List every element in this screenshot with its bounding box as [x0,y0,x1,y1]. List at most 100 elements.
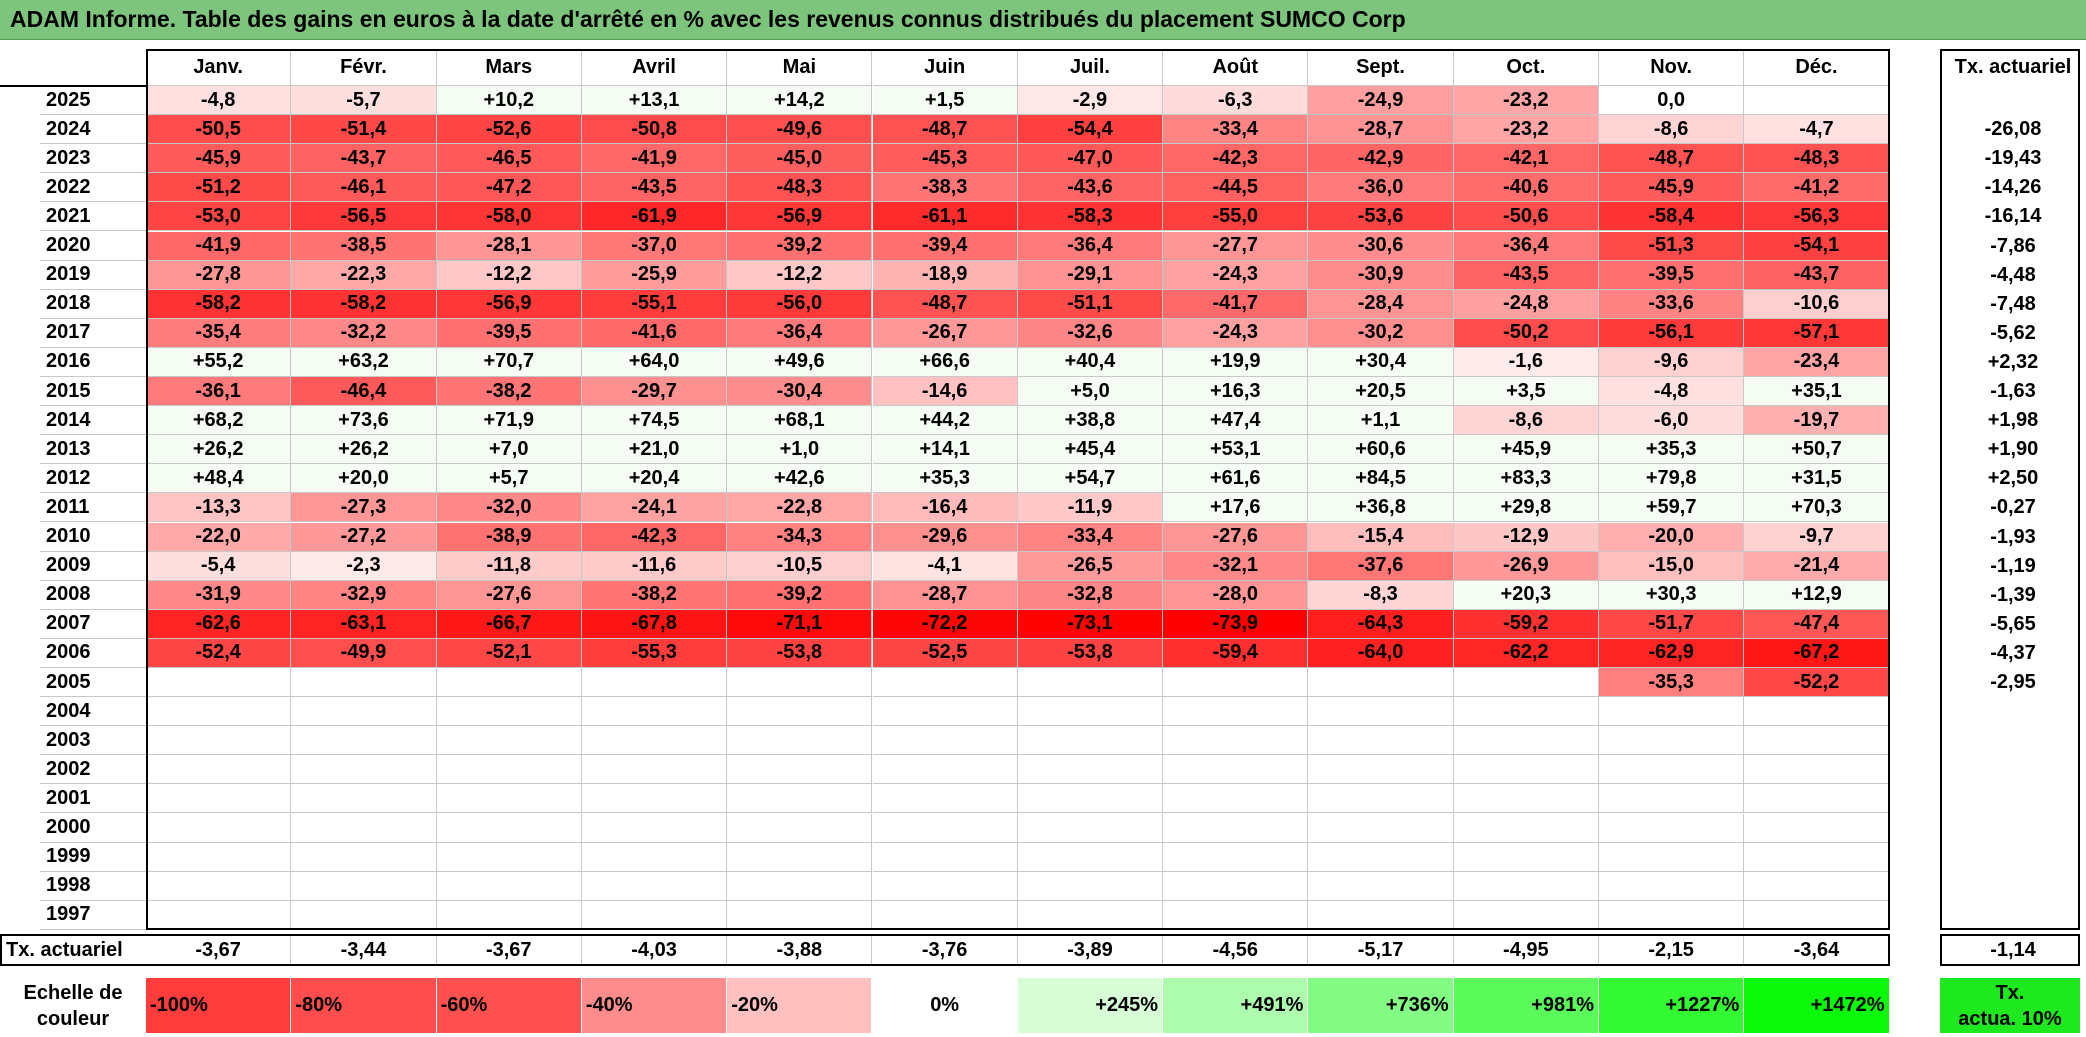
footer-value: -3,88 [727,934,873,966]
table-cell [1017,726,1164,756]
table-cell: -36,4 [1017,231,1164,261]
table-cell [436,697,582,727]
row-year: 2021 [40,202,146,232]
row-actuariel: -7,48 [1990,292,2036,315]
row-year: 1998 [40,872,146,901]
table-cell [872,784,1018,814]
table-cell: -66,7 [436,609,582,639]
table-cell [1599,813,1745,843]
row-year: 2008 [40,581,146,610]
table-cell [291,697,437,727]
table-cell: -56,9 [727,202,873,232]
color-scale-actuariel-line2: actua. 10% [1958,1007,2062,1030]
table-cell: -2,3 [291,551,437,581]
month-header: Nov. [1599,49,1745,86]
table-cell: -27,6 [1163,522,1309,552]
table-cell: -42,3 [1163,144,1309,174]
table-cell: +63,2 [291,347,437,377]
table-cell [1453,697,1599,727]
table-cell: -4,8 [146,86,292,116]
table-cell: -6,3 [1163,86,1309,116]
color-scale-swatch: -80% [291,978,437,1033]
table-cell [1163,813,1309,843]
table-cell: -5,7 [291,86,437,116]
table-cell: -38,2 [581,580,728,610]
table-cell [1017,813,1164,843]
table-cell: -47,0 [1017,144,1164,174]
row-year: 2004 [40,697,146,727]
table-cell: -64,3 [1308,609,1454,639]
table-cell [1599,697,1745,727]
table-cell: -32,0 [436,493,582,523]
table-cell [1599,871,1745,901]
month-header: Déc. [1744,49,1890,86]
table-cell: -37,6 [1308,551,1454,581]
table-cell: -54,4 [1017,115,1164,145]
actuariel-header: Tx. actuariel [1954,56,2072,78]
table-cell: -22,3 [291,260,437,290]
table-cell: -28,7 [872,580,1018,610]
color-scale-swatch: +1227% [1599,978,1745,1033]
table-cell: +60,6 [1308,435,1454,465]
table-cell: +1,0 [727,435,873,465]
row-actuariel: -5,62 [1990,321,2036,344]
table-cell [872,726,1018,756]
table-cell: +14,2 [727,86,873,116]
table-cell: +40,4 [1017,347,1164,377]
table-cell [1453,755,1599,785]
table-cell: -32,2 [291,318,437,348]
table-cell: -46,1 [291,173,437,203]
month-header: Mars [436,49,582,86]
table-cell: +66,6 [872,347,1018,377]
footer-value: -3,89 [1018,934,1164,966]
row-year: 2010 [40,523,146,552]
row-year: 2002 [40,755,146,785]
table-cell: -34,3 [727,522,873,552]
table-cell: -14,6 [872,377,1018,407]
table-cell: -43,5 [1453,260,1599,290]
table-cell: -52,4 [146,638,292,668]
table-cell: -11,6 [581,551,728,581]
table-cell: -4,1 [872,551,1018,581]
row-year: 2023 [40,144,146,174]
table-cell [1453,900,1599,930]
table-cell [146,900,292,930]
table-cell [1744,86,1890,116]
table-cell [436,842,582,872]
table-cell [1017,871,1164,901]
table-cell: -10,6 [1744,289,1890,319]
table-cell [1744,813,1890,843]
table-cell [1308,871,1454,901]
row-year: 2011 [40,493,146,523]
table-cell [1308,784,1454,814]
table-cell: -39,2 [727,231,873,261]
row-year: 2020 [40,232,146,261]
footer-total: -1,14 [1990,938,2036,961]
table-cell: -72,2 [872,609,1018,639]
table-cell [727,668,873,698]
table-cell: +20,5 [1308,377,1454,407]
table-cell: -41,9 [146,231,292,261]
row-actuariel: -1,19 [1990,554,2036,577]
table-cell: -29,1 [1017,260,1164,290]
page-title: ADAM Informe. Table des gains en euros à… [10,6,1406,32]
table-cell [1453,784,1599,814]
table-cell [1017,755,1164,785]
table-cell: -62,2 [1453,638,1599,668]
table-cell: -41,2 [1744,173,1890,203]
table-cell [291,726,437,756]
table-cell [581,726,728,756]
table-cell: -43,6 [1017,173,1164,203]
table-cell: +83,3 [1453,464,1599,494]
table-cell [1163,726,1309,756]
table-cell: -38,2 [436,377,582,407]
table-cell [1744,784,1890,814]
table-cell: +16,3 [1163,377,1309,407]
row-actuariel: -1,93 [1990,525,2036,548]
table-cell: -51,2 [146,173,292,203]
table-cell: +29,8 [1453,493,1599,523]
table-cell: -56,5 [291,202,437,232]
table-cell: -30,4 [727,377,873,407]
table-cell [1599,784,1745,814]
table-cell [581,668,728,698]
